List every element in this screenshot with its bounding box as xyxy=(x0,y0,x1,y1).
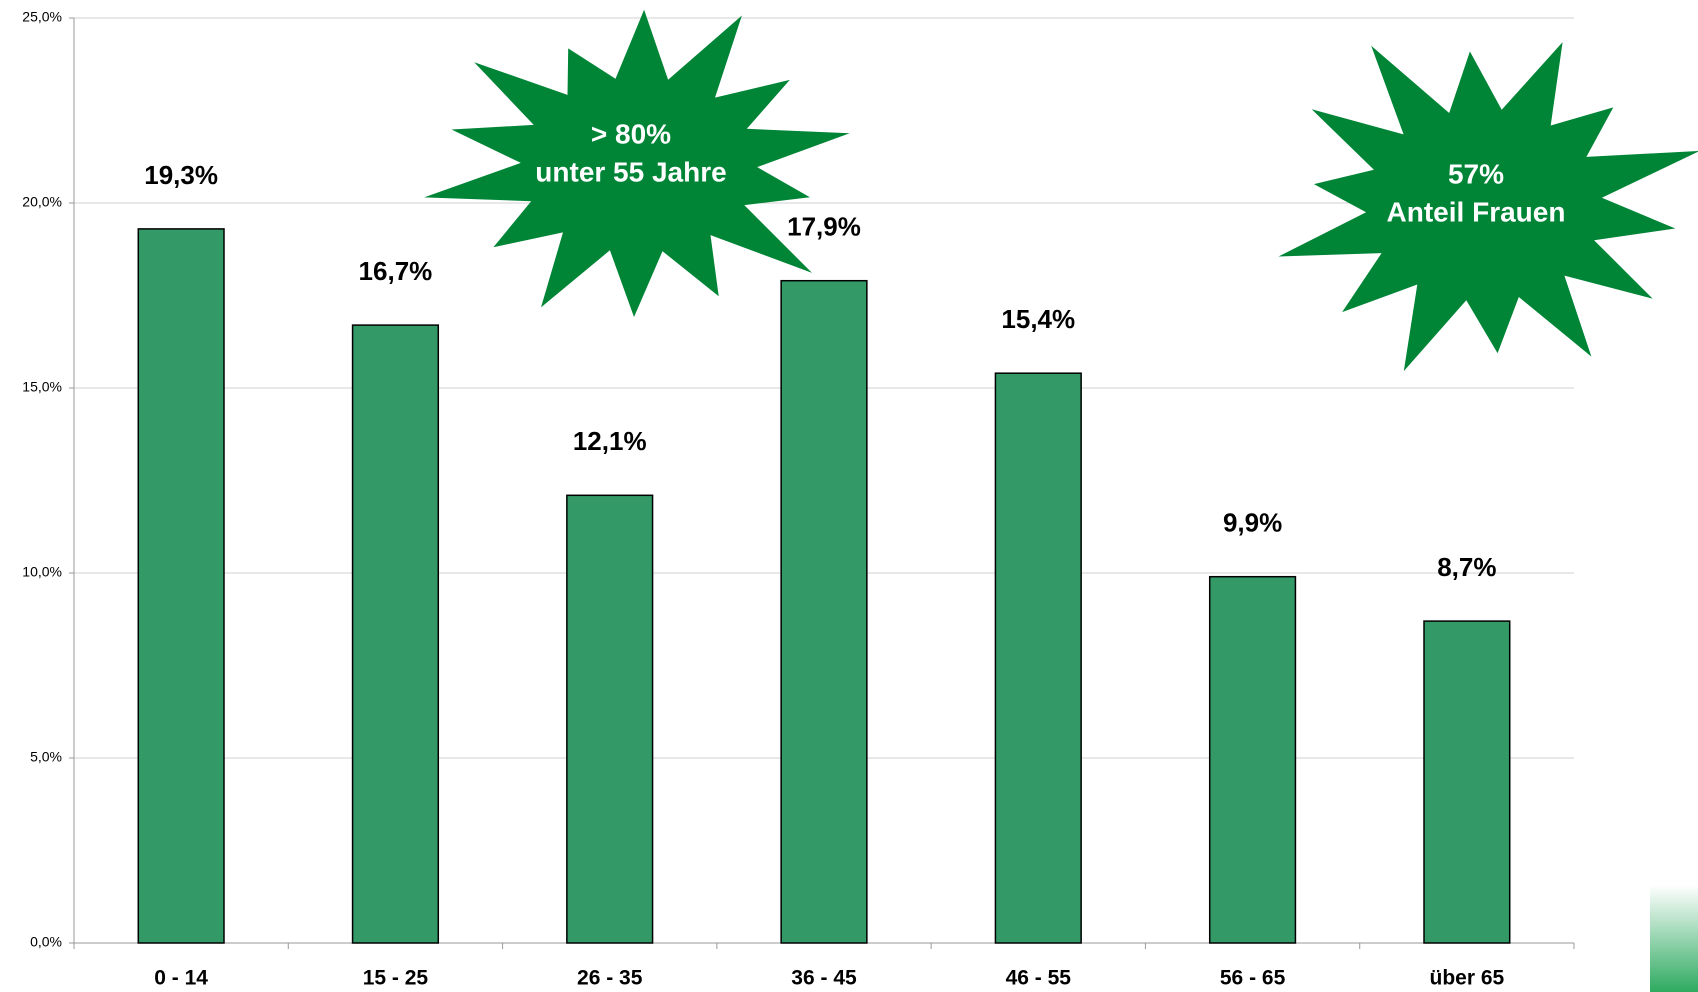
data-label: 12,1% xyxy=(573,426,647,456)
y-tick-label: 5,0% xyxy=(30,749,62,765)
x-tick-label: 15 - 25 xyxy=(363,967,429,990)
annotation: Anteil Frauen xyxy=(1387,196,1566,227)
annotation: > 80% xyxy=(591,118,671,149)
x-tick-label: 46 - 55 xyxy=(1006,967,1072,990)
x-tick-label: 56 - 65 xyxy=(1220,967,1286,990)
y-tick-label: 25,0% xyxy=(22,9,62,25)
y-tick-label: 15,0% xyxy=(22,379,62,395)
x-tick-label: über 65 xyxy=(1430,967,1505,990)
data-label: 9,9% xyxy=(1223,508,1282,538)
bar xyxy=(994,372,1082,944)
y-tick-label: 20,0% xyxy=(22,194,62,210)
data-label: 17,9% xyxy=(787,212,861,242)
x-tick-label: 26 - 35 xyxy=(577,967,643,990)
data-label: 16,7% xyxy=(359,256,433,286)
annotation: unter 55 Jahre xyxy=(535,156,726,187)
bar xyxy=(351,324,440,944)
data-label: 8,7% xyxy=(1437,552,1496,582)
y-tick-label: 10,0% xyxy=(22,564,62,580)
bar xyxy=(1423,620,1511,944)
y-tick-label: 0,0% xyxy=(30,934,62,950)
bar xyxy=(780,279,868,944)
starburst xyxy=(1278,42,1698,372)
starburst xyxy=(424,9,850,318)
bar xyxy=(1208,575,1297,944)
bar xyxy=(566,494,654,944)
x-tick-label: 0 - 14 xyxy=(154,967,208,990)
data-label: 19,3% xyxy=(144,160,218,190)
data-label: 15,4% xyxy=(1001,304,1075,334)
corner-decoration xyxy=(1650,885,1698,992)
bar xyxy=(137,228,225,944)
annotation: 57% xyxy=(1448,158,1504,189)
x-tick-label: 36 - 45 xyxy=(791,967,857,990)
